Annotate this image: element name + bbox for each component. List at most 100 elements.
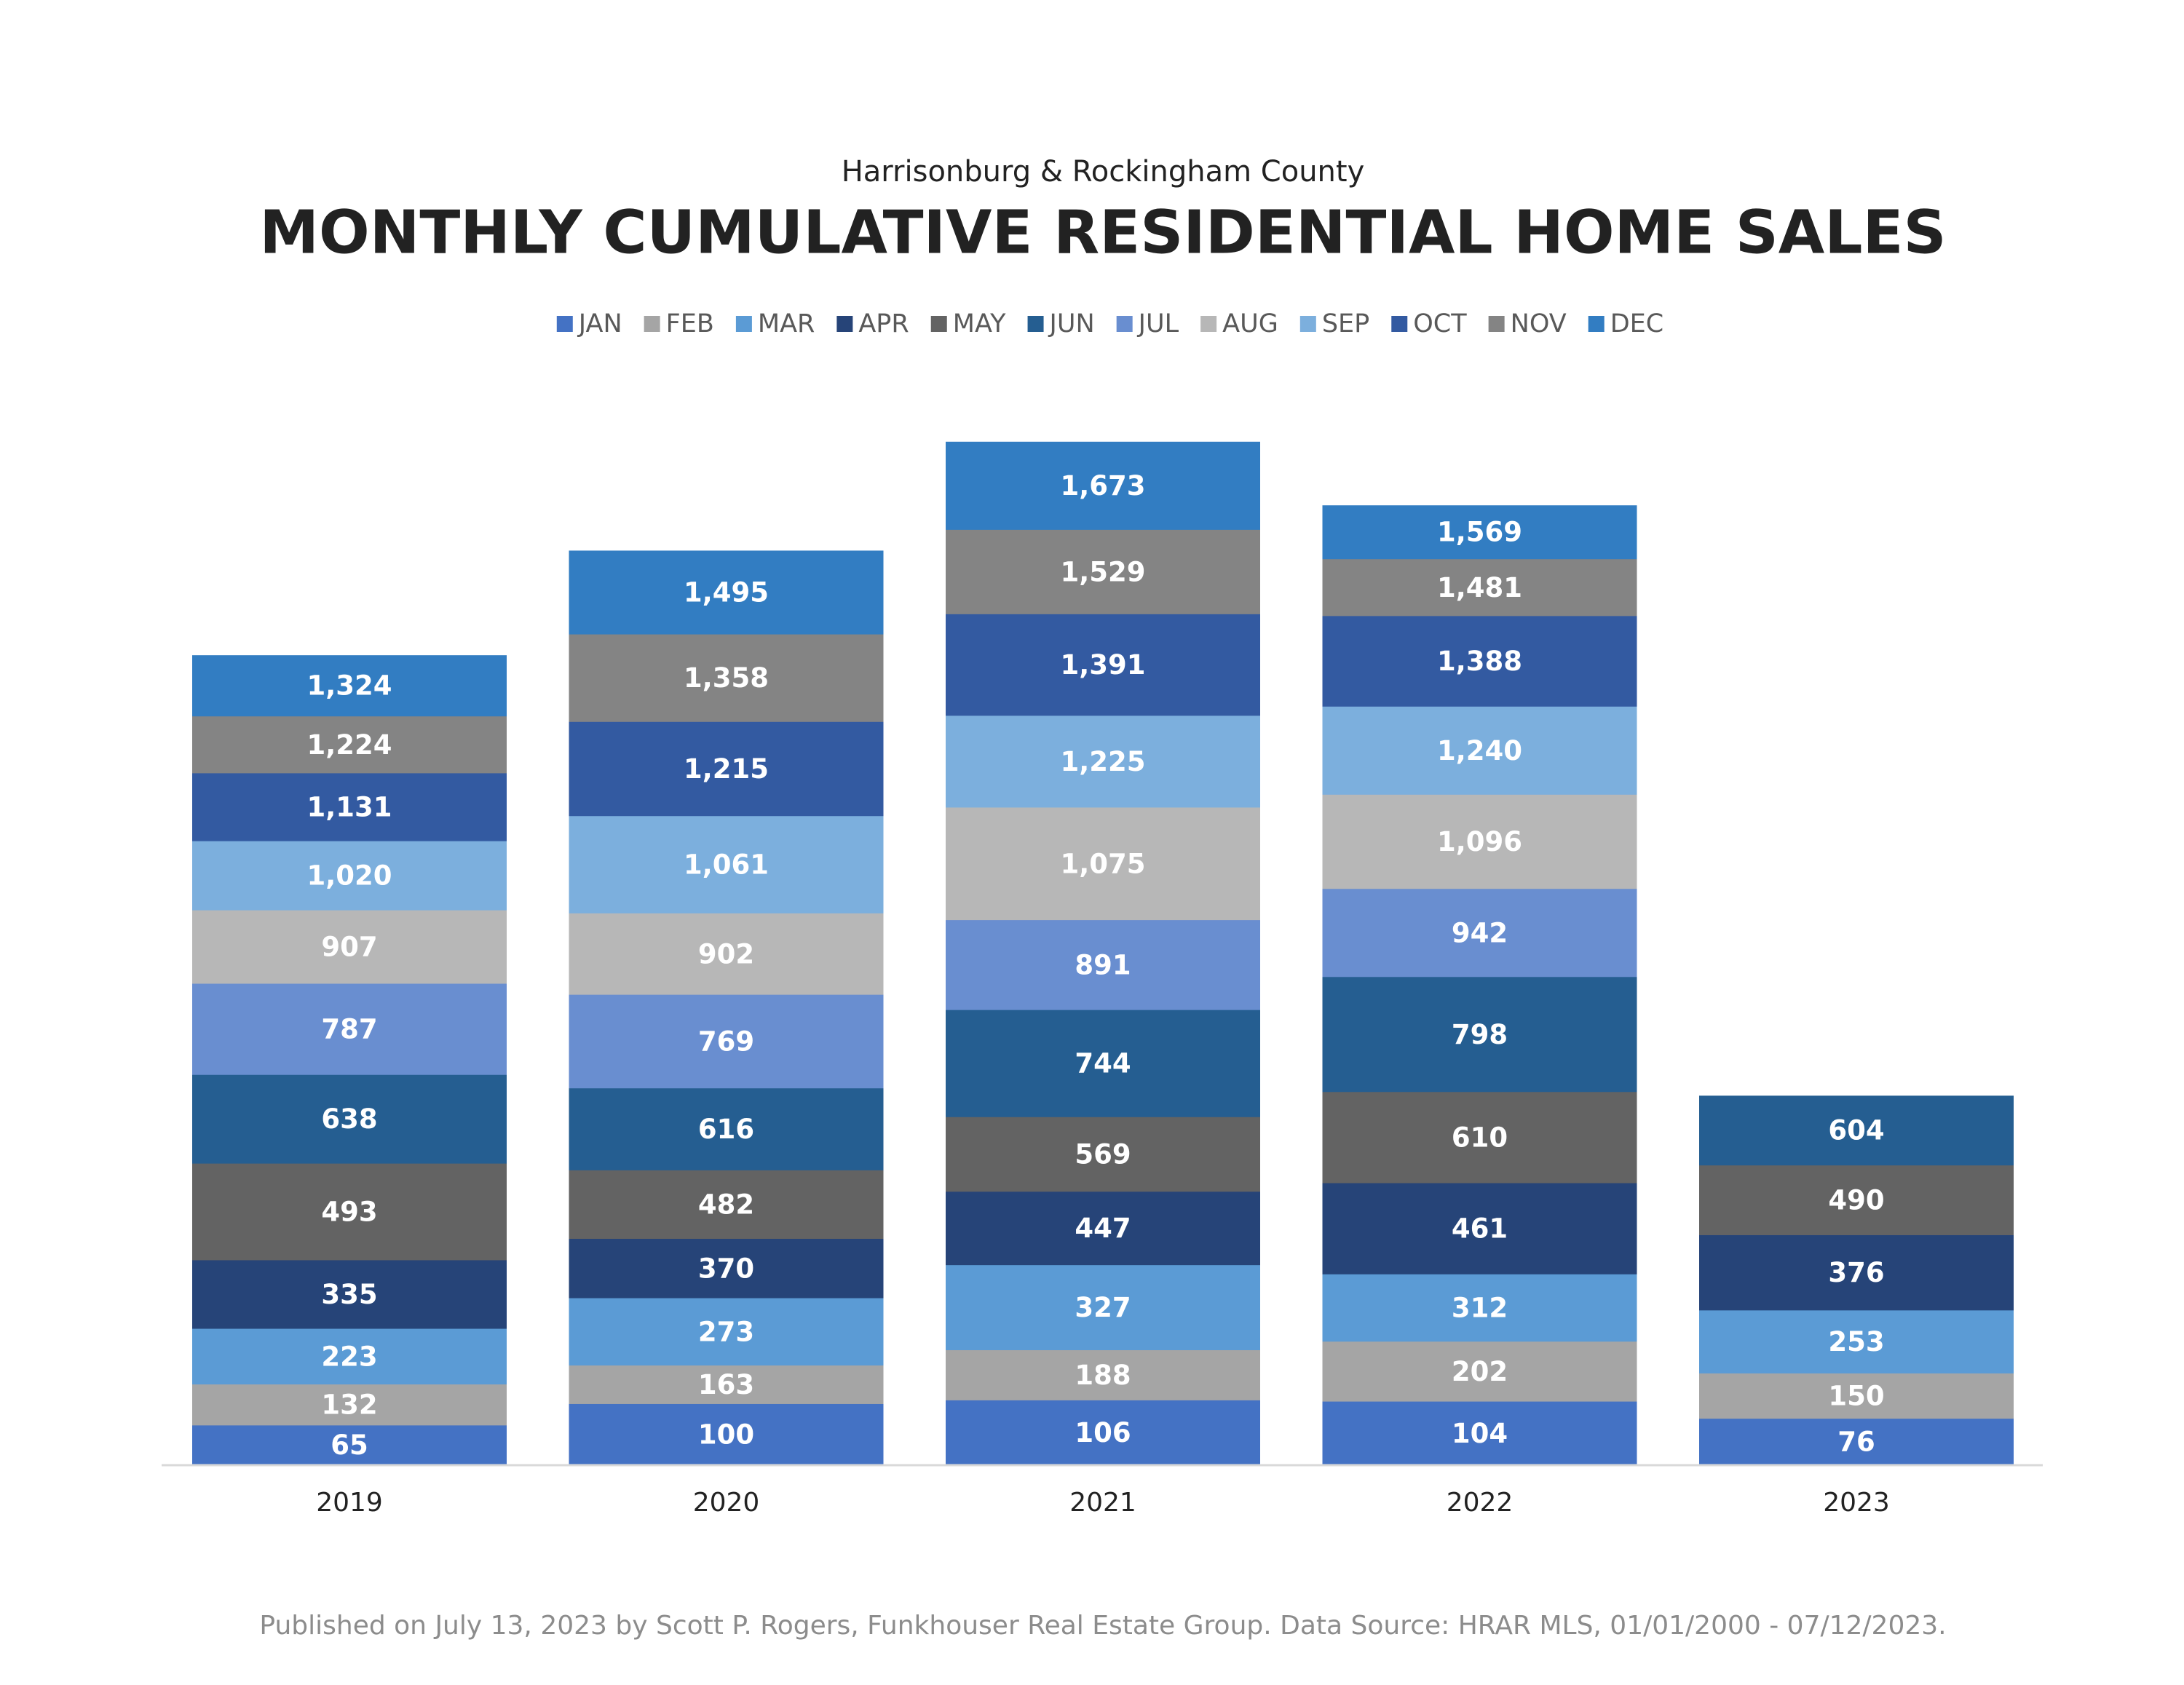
- legend-label: MAY: [953, 309, 1006, 338]
- value-label: 76: [1837, 1427, 1875, 1458]
- legend-label: NOV: [1511, 309, 1567, 338]
- legend-label: FEB: [666, 309, 714, 338]
- legend-label: JAN: [577, 309, 622, 338]
- legend-item: MAR: [735, 309, 815, 338]
- bar-segment: [1322, 1401, 1637, 1465]
- legend-item: DEC: [1588, 309, 1664, 338]
- value-label: 370: [698, 1253, 754, 1284]
- value-label: 493: [321, 1197, 377, 1228]
- legend-swatch: [1027, 316, 1044, 332]
- bars: [192, 441, 2014, 1466]
- value-label: 1,481: [1437, 572, 1522, 603]
- bar-segment: [1699, 1419, 2014, 1465]
- value-label: 1,358: [684, 662, 769, 694]
- value-label: 1,215: [684, 753, 769, 785]
- labels: 1,324 1,495 1,673 1,569 1,224 1,358 1,529 1,481…: [306, 470, 1884, 1461]
- legend-swatch: [836, 316, 853, 332]
- value-label: 335: [321, 1279, 377, 1310]
- value-label: 273: [698, 1316, 754, 1347]
- value-label: 202: [1452, 1356, 1508, 1387]
- value-label: 1,225: [1060, 746, 1145, 777]
- x-tick-label: 2021: [1069, 1488, 1136, 1518]
- value-label: 907: [321, 932, 377, 963]
- legend: JAN FEB MAR APR MAY JUN JUL AUG SEP OCT NOV DEC: [556, 309, 1664, 338]
- value-label: 1,061: [684, 849, 769, 881]
- value-label: 132: [321, 1389, 377, 1421]
- value-label: 461: [1452, 1213, 1508, 1245]
- legend-item: JAN: [556, 309, 622, 338]
- value-label: 1,388: [1437, 646, 1522, 677]
- footnote: Published on July 13, 2023 by Scott P. R…: [259, 1611, 1946, 1641]
- legend-label: MAR: [758, 309, 815, 338]
- value-label: 223: [321, 1341, 377, 1372]
- x-tick-label: 2020: [693, 1488, 760, 1518]
- value-label: 610: [1452, 1122, 1508, 1153]
- value-label: 604: [1828, 1115, 1884, 1146]
- value-label: 942: [1452, 917, 1508, 948]
- legend-swatch: [1588, 316, 1605, 332]
- legend-item: SEP: [1299, 309, 1369, 338]
- value-label: 312: [1452, 1292, 1508, 1323]
- value-label: 1,673: [1060, 470, 1145, 501]
- value-label: 188: [1075, 1360, 1131, 1391]
- legend-item: AUG: [1200, 309, 1278, 338]
- value-label: 798: [1452, 1019, 1508, 1050]
- legend-item: APR: [836, 309, 909, 338]
- legend-swatch: [1391, 316, 1408, 332]
- value-label: 1,020: [306, 860, 392, 892]
- bar-segment: [946, 1400, 1260, 1465]
- legend-label: JUN: [1048, 309, 1095, 338]
- legend-item: FEB: [644, 309, 714, 338]
- value-label: 638: [321, 1103, 377, 1135]
- legend-label: JUL: [1137, 309, 1179, 338]
- value-label: 100: [698, 1419, 754, 1450]
- chart-subtitle: Harrisonburg & Rockingham County: [842, 155, 1365, 189]
- legend-label: AUG: [1222, 309, 1278, 338]
- legend-label: SEP: [1322, 309, 1369, 338]
- value-label: 447: [1075, 1213, 1131, 1244]
- value-label: 1,240: [1437, 735, 1522, 766]
- value-label: 150: [1828, 1381, 1884, 1412]
- legend-swatch: [644, 316, 660, 332]
- value-label: 1,224: [306, 729, 392, 761]
- legend-label: APR: [858, 309, 909, 338]
- value-label: 253: [1828, 1326, 1884, 1357]
- value-label: 490: [1828, 1185, 1884, 1216]
- bar-segment: [569, 1403, 884, 1465]
- value-label: 106: [1075, 1417, 1131, 1448]
- legend-label: OCT: [1413, 309, 1467, 338]
- value-label: 1,131: [306, 792, 392, 823]
- value-label: 569: [1075, 1139, 1131, 1170]
- legend-swatch: [1200, 316, 1217, 332]
- value-label: 744: [1075, 1048, 1131, 1079]
- legend-swatch: [1299, 316, 1316, 332]
- legend-swatch: [1116, 316, 1133, 332]
- x-tick-label: 2022: [1447, 1488, 1514, 1518]
- x-tick-label: 2019: [316, 1488, 383, 1518]
- value-label: 104: [1452, 1418, 1508, 1449]
- value-label: 1,075: [1060, 848, 1145, 879]
- value-label: 376: [1828, 1257, 1884, 1288]
- value-label: 65: [331, 1430, 368, 1461]
- x-tick-label: 2023: [1823, 1488, 1890, 1518]
- value-label: 482: [698, 1189, 754, 1220]
- legend-item: MAY: [930, 309, 1006, 338]
- legend-swatch: [735, 316, 752, 332]
- chart-title: MONTHLY CUMULATIVE RESIDENTIAL HOME SALE…: [259, 198, 1946, 267]
- legend-swatch: [930, 316, 947, 332]
- value-label: 1,529: [1060, 556, 1145, 587]
- legend-item: JUN: [1027, 309, 1095, 338]
- value-label: 769: [698, 1026, 754, 1057]
- value-label: 1,324: [306, 670, 392, 702]
- value-label: 902: [698, 938, 754, 970]
- value-label: 327: [1075, 1292, 1131, 1323]
- value-label: 787: [321, 1014, 377, 1045]
- legend-item: OCT: [1391, 309, 1467, 338]
- legend-item: NOV: [1488, 309, 1567, 338]
- value-label: 1,391: [1060, 649, 1145, 681]
- legend-label: DEC: [1610, 309, 1664, 338]
- value-label: 891: [1075, 949, 1131, 980]
- value-label: 1,096: [1437, 826, 1522, 857]
- value-label: 1,495: [684, 577, 769, 608]
